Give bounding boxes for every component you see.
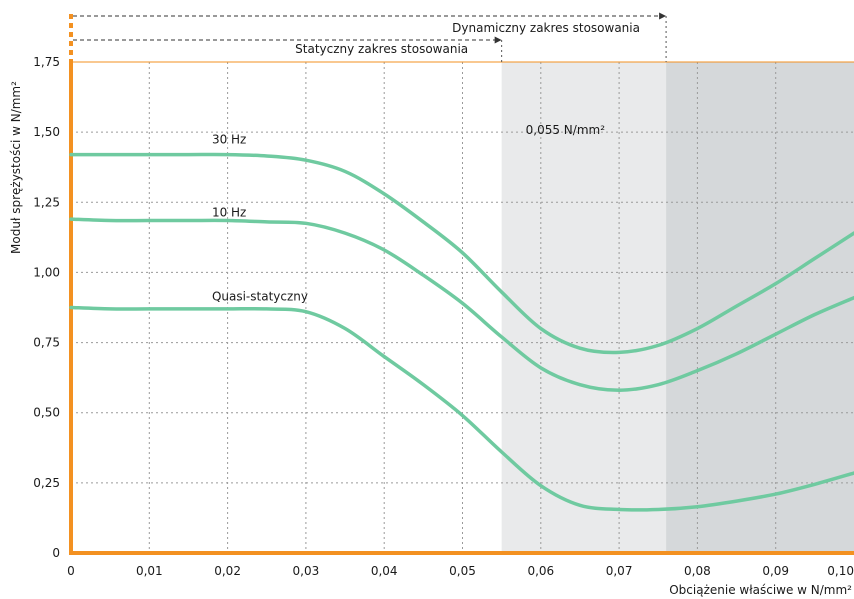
x-tick-label: 0,04 <box>371 564 398 578</box>
y-tick-label: 1,00 <box>33 265 60 279</box>
x-axis-label: Obciążenie właściwe w N/mm² <box>669 583 852 597</box>
x-tick-label: 0 <box>67 564 75 578</box>
region-1 <box>666 62 854 553</box>
series-label: 30 Hz <box>212 132 246 146</box>
x-tick-label: 0,01 <box>136 564 163 578</box>
series-line-2 <box>69 305 854 512</box>
range-label: Dynamiczny zakres stosowania <box>452 21 640 35</box>
y-tick-label: 0,75 <box>33 336 60 350</box>
series-label: Quasi-statyczny <box>212 289 308 303</box>
x-tick-label: 0,06 <box>527 564 554 578</box>
y-tick-label: 0 <box>52 546 60 560</box>
y-tick-label: 0,25 <box>33 476 60 490</box>
x-tick-label: 0,05 <box>449 564 476 578</box>
series-label: 10 Hz <box>212 205 246 219</box>
grid <box>71 62 854 553</box>
y-tick-label: 1,25 <box>33 195 60 209</box>
y-axis-label: Moduł sprężystości w N/mm² <box>9 81 23 254</box>
range-arrow-head <box>659 12 667 20</box>
region-label: 0,055 N/mm² <box>526 123 606 137</box>
x-tick-label: 0,03 <box>293 564 320 578</box>
y-tick-label: 0,50 <box>33 406 60 420</box>
chart-labels: 0,055 N/mm² 0 0,01 0,02 0,03 0,04 0,05 0,06 0,07… <box>33 55 854 578</box>
x-tick-label: 0,07 <box>606 564 633 578</box>
range-label: Statyczny zakres stosowania <box>295 42 468 56</box>
application-ranges: Statyczny zakres stosowania Dynamiczny za… <box>73 12 667 62</box>
x-tick-label: 0,08 <box>684 564 711 578</box>
y-tick-label: 1,50 <box>33 125 60 139</box>
series-line-1 <box>69 217 854 393</box>
x-tick-label: 0,10 <box>827 564 854 578</box>
series-lines <box>69 152 854 512</box>
region-0 <box>501 62 667 553</box>
series-line-0 <box>69 152 854 355</box>
y-tick-label: 1,75 <box>33 55 60 69</box>
x-tick-label: 0,09 <box>762 564 789 578</box>
range-arrow-head <box>494 36 502 44</box>
x-tick-label: 0,02 <box>214 564 241 578</box>
